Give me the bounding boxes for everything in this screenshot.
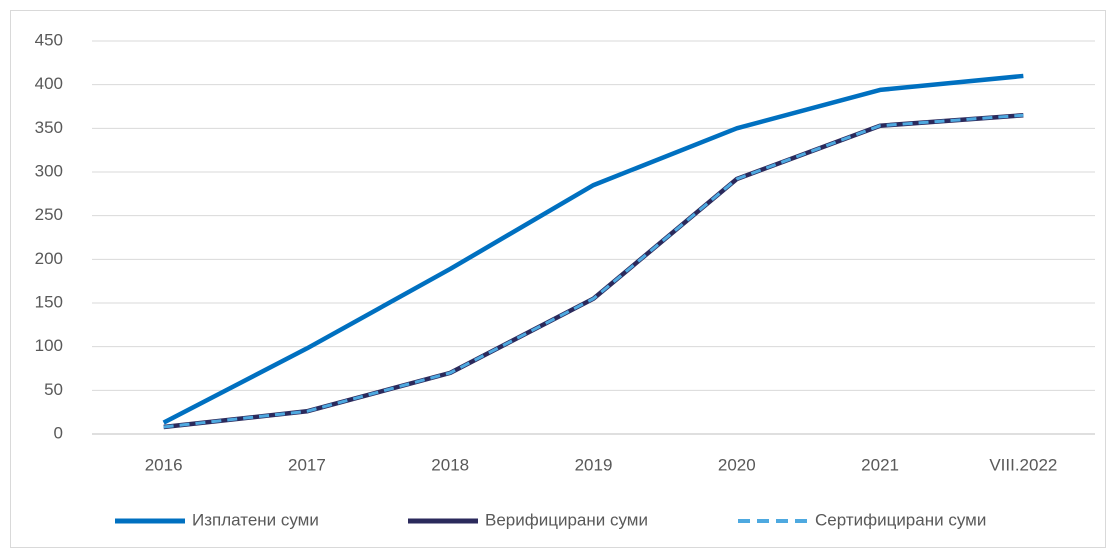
legend-label: Изплатени суми (192, 510, 319, 529)
y-tick-label: 50 (44, 380, 63, 399)
legend-label: Верифицирани суми (485, 510, 648, 529)
y-tick-label: 200 (35, 249, 63, 268)
y-tick-label: 400 (35, 74, 63, 93)
series-line (162, 73, 1024, 425)
y-tick-label: 450 (35, 30, 63, 49)
x-tick-label: 2016 (145, 455, 183, 474)
y-tick-label: 350 (35, 118, 63, 137)
x-tick-label: 2021 (861, 455, 899, 474)
series-line (163, 113, 1024, 429)
y-tick-label: 0 (54, 423, 63, 442)
y-tick-label: 250 (35, 205, 63, 224)
x-tick-label: VIII.2022 (989, 455, 1057, 474)
x-tick-label: 2018 (431, 455, 469, 474)
y-tick-label: 150 (35, 292, 63, 311)
x-tick-label: 2019 (575, 455, 613, 474)
y-tick-label: 300 (35, 161, 63, 180)
y-tick-label: 100 (35, 336, 63, 355)
legend-label: Сертифицирани суми (815, 510, 986, 529)
chart-frame (10, 10, 1106, 548)
x-tick-label: 2020 (718, 455, 756, 474)
x-tick-label: 2017 (288, 455, 326, 474)
